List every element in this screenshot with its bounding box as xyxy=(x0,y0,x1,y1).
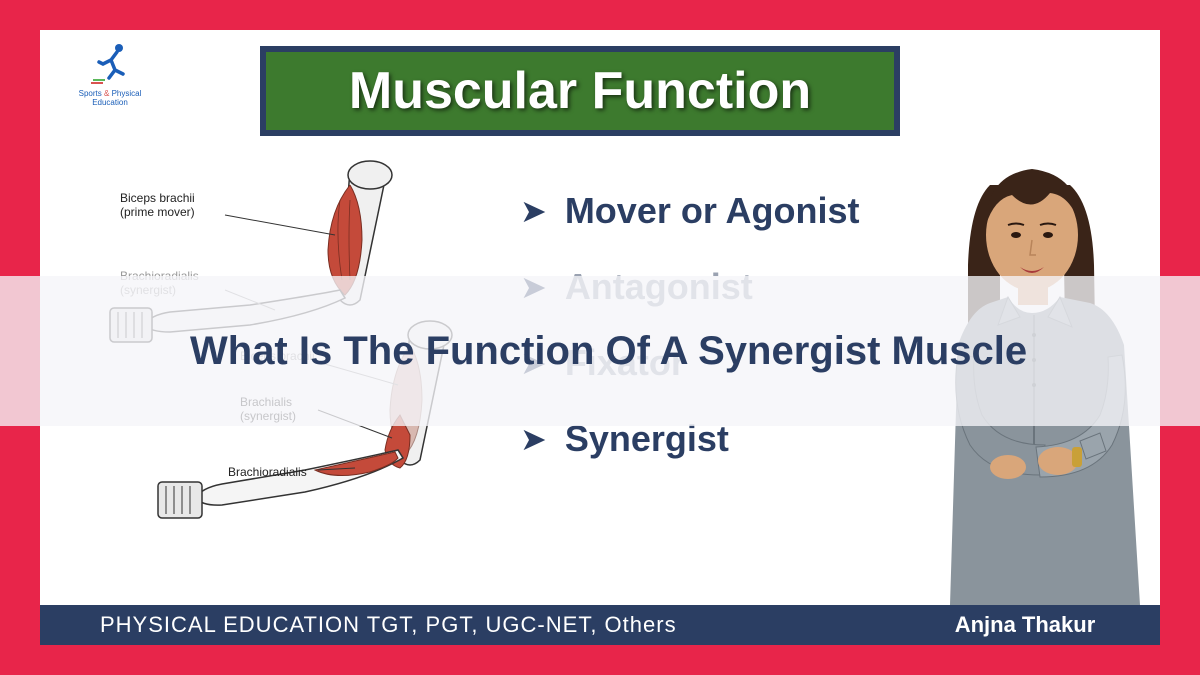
bullet-arrow-icon: ➤ xyxy=(520,195,547,227)
bullet-text: Mover or Agonist xyxy=(565,190,860,232)
bullet-arrow-icon: ➤ xyxy=(520,423,547,455)
channel-logo: Sports & PhysicalEducation xyxy=(70,42,150,112)
title-banner: Muscular Function xyxy=(260,46,900,136)
presenter-name: Anjna Thakur xyxy=(920,612,1160,638)
label-brachioradialis-2: Brachioradialis xyxy=(228,465,307,479)
overlay-band: What Is The Function Of A Synergist Musc… xyxy=(0,276,1200,426)
overlay-text: What Is The Function Of A Synergist Musc… xyxy=(190,326,1027,376)
logo-text: Sports & PhysicalEducation xyxy=(79,90,142,108)
label-biceps-prime: Biceps brachii (prime mover) xyxy=(120,191,198,219)
title-text: Muscular Function xyxy=(349,61,811,121)
runner-icon xyxy=(89,42,131,90)
bottom-left-text: PHYSICAL EDUCATION TGT, PGT, UGC-NET, Ot… xyxy=(40,612,920,638)
bottom-bar: PHYSICAL EDUCATION TGT, PGT, UGC-NET, Ot… xyxy=(40,605,1160,645)
bullet-item: ➤ Mover or Agonist xyxy=(520,190,940,232)
